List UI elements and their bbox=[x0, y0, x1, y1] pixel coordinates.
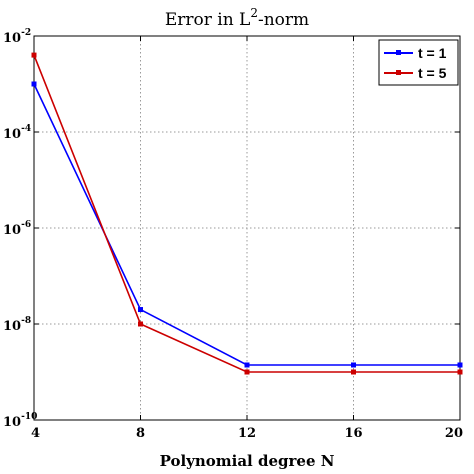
x-axis-label: Polynomial degree N bbox=[160, 452, 335, 470]
x-tick-label: 16 bbox=[344, 426, 362, 441]
legend-box bbox=[378, 39, 459, 86]
chart-title: Error in L2-norm bbox=[165, 6, 309, 30]
y-tick-label-exponent: -10 bbox=[21, 412, 37, 422]
series-point-2 bbox=[457, 369, 463, 375]
y-tick-label-base: 10 bbox=[3, 319, 21, 334]
chart-title-base: Error in L bbox=[165, 10, 251, 30]
series-point-1 bbox=[138, 307, 143, 313]
y-tick-label-exponent: -8 bbox=[21, 316, 31, 326]
y-tick-label-exponent: -4 bbox=[21, 124, 31, 134]
series-point-1 bbox=[351, 362, 356, 368]
x-tick-label: 12 bbox=[238, 426, 256, 441]
x-tick-label: 4 bbox=[31, 426, 40, 441]
series-point-1 bbox=[244, 362, 250, 368]
y-tick-label: 10-10 bbox=[3, 412, 37, 430]
chart-title-rest: -norm bbox=[258, 10, 309, 30]
y-tick-label: 10-4 bbox=[3, 124, 31, 142]
y-tick-label-base: 10 bbox=[3, 31, 21, 46]
grid bbox=[34, 36, 460, 420]
y-tick-label: 10-2 bbox=[3, 28, 31, 46]
x-tick-label: 8 bbox=[136, 426, 145, 441]
legend-item-t1: t = 1 bbox=[384, 45, 447, 61]
chart-title-superscript: 2 bbox=[250, 6, 258, 20]
legend-label-t5: t = 5 bbox=[418, 65, 447, 81]
y-tick-label: 10-8 bbox=[3, 316, 31, 334]
series-point-2 bbox=[244, 369, 250, 375]
series-point-1 bbox=[31, 81, 37, 87]
legend-marker-t5 bbox=[396, 70, 401, 75]
series-point-2 bbox=[138, 321, 143, 327]
y-tick-label: 10-6 bbox=[3, 220, 31, 238]
y-tick-label-base: 10 bbox=[3, 127, 21, 142]
series-point-2 bbox=[31, 52, 37, 58]
y-tick-label-exponent: -2 bbox=[21, 28, 31, 38]
legend-label-t1: t = 1 bbox=[418, 45, 447, 61]
series-point-2 bbox=[351, 369, 356, 375]
y-tick-label-exponent: -6 bbox=[21, 220, 31, 230]
y-tick-label-base: 10 bbox=[3, 223, 21, 238]
legend: t = 1 t = 5 bbox=[378, 39, 459, 86]
series-point-1 bbox=[457, 362, 463, 368]
series-lines bbox=[31, 52, 463, 375]
legend-item-t5: t = 5 bbox=[384, 65, 447, 81]
y-tick-label-base: 10 bbox=[3, 415, 21, 430]
x-tick-label: 20 bbox=[445, 426, 463, 441]
legend-marker-t1 bbox=[396, 50, 401, 55]
